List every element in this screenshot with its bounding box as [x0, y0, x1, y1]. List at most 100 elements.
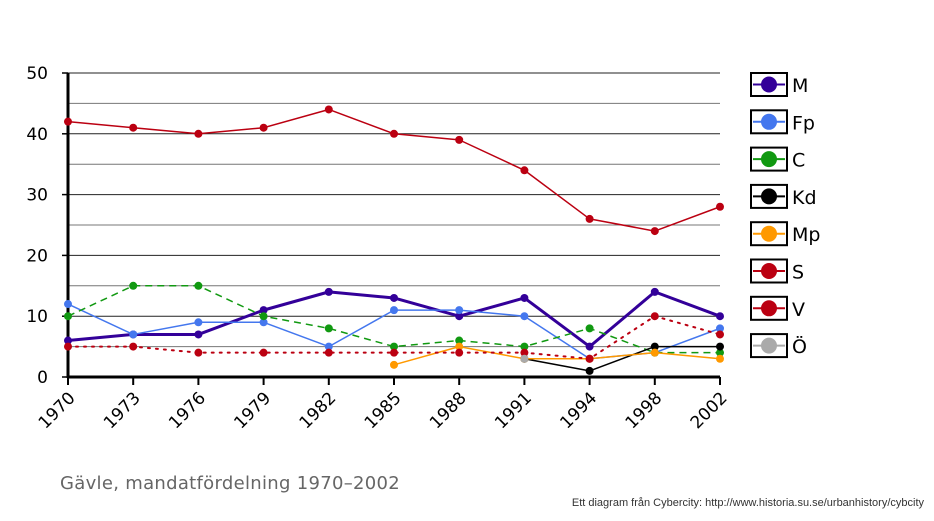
legend-swatch-marker	[761, 225, 777, 242]
data-point	[650, 348, 659, 357]
y-tick-label: 0	[37, 368, 48, 388]
data-point	[259, 348, 268, 357]
data-point	[64, 336, 72, 345]
data-point	[520, 312, 529, 321]
legend-swatch-marker	[761, 151, 777, 168]
data-point	[716, 324, 724, 333]
data-point	[390, 293, 398, 302]
data-point	[455, 312, 464, 321]
series-line	[67, 285, 720, 354]
x-tick-label: 1988	[426, 388, 471, 433]
data-point	[716, 330, 724, 339]
data-point	[650, 227, 659, 236]
credit-link[interactable]: Ett diagram från Cybercity: http://www.h…	[571, 497, 924, 509]
data-point	[390, 360, 398, 369]
data-point	[716, 202, 724, 211]
data-point	[455, 135, 464, 144]
data-point	[390, 306, 398, 315]
legend-swatch-marker	[761, 113, 777, 130]
y-tick-labels: 0 10 20 30 40 50	[26, 64, 48, 388]
legend-swatch-marker	[761, 76, 777, 93]
data-point	[129, 281, 138, 290]
data-point	[259, 312, 268, 321]
y-tick-label: 50	[26, 64, 48, 84]
x-tick-label: 1976	[165, 388, 210, 433]
y-tick-label: 30	[26, 186, 48, 206]
data-point	[455, 342, 464, 351]
legend-item-M: M	[750, 72, 808, 97]
x-tick-label: 1982	[296, 388, 341, 433]
legend-swatch-marker	[761, 300, 777, 317]
x-tick-label: 1994	[556, 388, 601, 433]
legend-label: M	[792, 75, 808, 97]
legend-swatch-marker	[761, 263, 777, 279]
x-tick-label: 1985	[361, 388, 406, 433]
legend-item-V: V	[750, 295, 805, 321]
data-point	[716, 354, 724, 363]
legend-label: S	[792, 262, 804, 284]
data-point	[259, 306, 268, 315]
data-point	[194, 348, 203, 357]
legend-item-Mp: Mp	[750, 221, 820, 247]
data-point	[585, 354, 594, 363]
x-tick-label: 1998	[622, 388, 667, 433]
legend-item-Ö: Ö	[750, 333, 807, 359]
legend-label: Mp	[792, 224, 820, 246]
data-point	[194, 129, 203, 138]
data-point	[585, 366, 594, 375]
data-point	[716, 348, 724, 357]
legend-label: Fp	[792, 112, 815, 134]
chart-caption: Gävle, mandatfördelning 1970–2002	[60, 473, 401, 494]
data-point	[455, 306, 464, 315]
data-point	[324, 324, 333, 333]
grid-lines	[68, 72, 720, 348]
data-point	[650, 342, 659, 351]
y-tick-label: 40	[26, 125, 48, 145]
legend-swatch-marker	[761, 188, 777, 205]
data-point	[390, 342, 398, 351]
data-point	[64, 312, 72, 321]
data-point	[64, 117, 72, 126]
legend: M Fp C Kd Mp SVÖ	[750, 72, 820, 359]
data-point	[129, 330, 138, 339]
legend-item-S: S	[750, 258, 804, 284]
data-point	[520, 342, 529, 351]
series-line	[393, 345, 721, 366]
data-point	[585, 324, 594, 333]
data-point	[129, 342, 138, 351]
data-point	[390, 348, 398, 357]
legend-item-Kd: Kd	[750, 183, 817, 209]
legend-item-C: C	[750, 146, 805, 172]
x-tick-label: 1970	[35, 388, 80, 433]
data-point	[716, 342, 724, 351]
data-point	[259, 123, 268, 132]
data-point	[324, 105, 333, 114]
legend-swatch-marker	[761, 337, 777, 354]
series-V	[64, 312, 724, 363]
data-point	[194, 330, 203, 339]
x-tick-label: 2002	[687, 388, 732, 433]
y-tick-label: 10	[26, 307, 48, 327]
data-point	[64, 342, 72, 351]
legend-label: V	[792, 299, 805, 321]
data-point	[585, 342, 594, 351]
data-point	[520, 354, 529, 363]
data-point	[259, 318, 268, 327]
legend-label: C	[792, 150, 805, 172]
legend-label: Kd	[792, 187, 817, 209]
data-point	[64, 300, 72, 309]
data-point	[390, 129, 398, 138]
data-point	[585, 214, 594, 223]
series-M	[64, 287, 724, 351]
data-point	[650, 312, 659, 321]
x-tick-label: 1979	[230, 388, 275, 433]
data-point	[520, 293, 529, 302]
data-point	[520, 348, 529, 357]
data-point	[324, 348, 333, 357]
data-point	[324, 342, 333, 351]
x-tick-label: 1973	[100, 388, 145, 433]
series-Ö	[520, 354, 529, 363]
legend-label: Ö	[792, 335, 807, 358]
data-point	[194, 281, 203, 290]
